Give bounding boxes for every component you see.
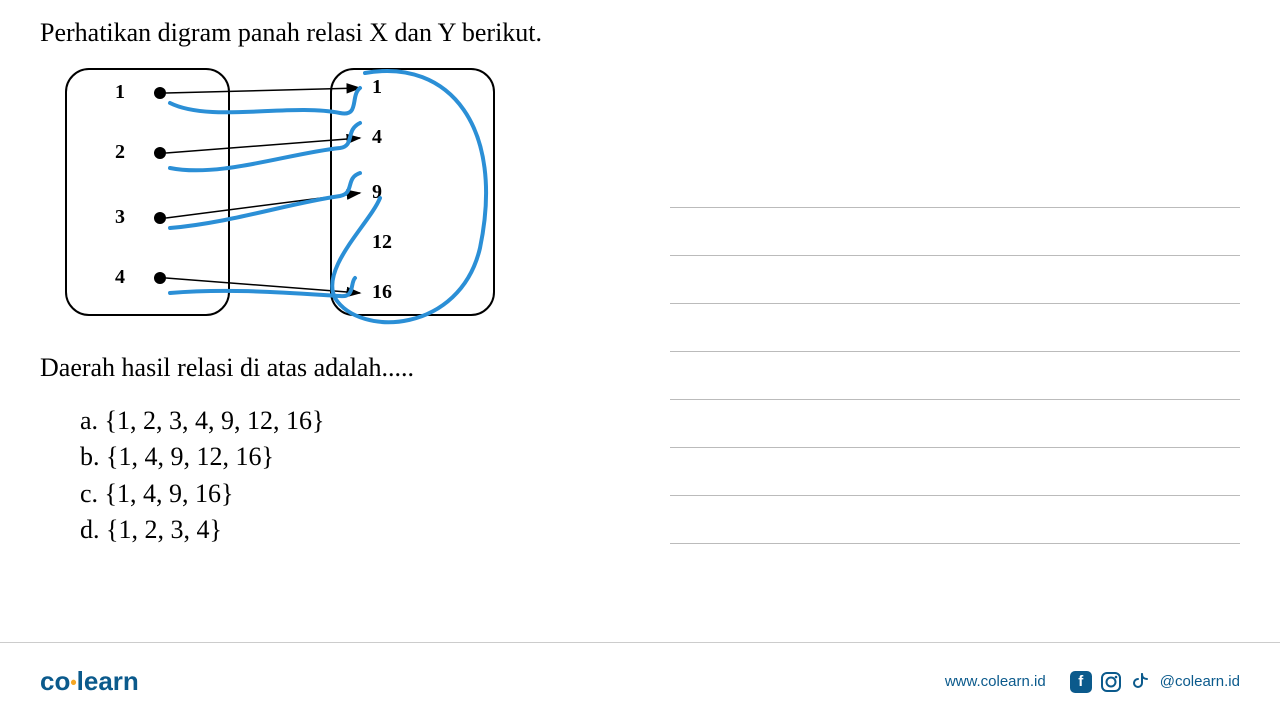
footer: co•learn www.colearn.id f @colearn.id: [0, 642, 1280, 720]
note-line: [670, 208, 1240, 256]
website-url: www.colearn.id: [945, 673, 1046, 690]
note-line: [670, 448, 1240, 496]
note-line: [670, 256, 1240, 304]
note-line: [670, 160, 1240, 208]
brand-logo: co•learn: [40, 666, 139, 697]
logo-learn-text: learn: [77, 666, 139, 696]
note-line: [670, 496, 1240, 544]
note-line: [670, 352, 1240, 400]
social-handle: @colearn.id: [1160, 673, 1240, 690]
notes-lines: [670, 160, 1240, 544]
diagram-arrows: [60, 68, 560, 328]
note-line: [670, 400, 1240, 448]
facebook-icon: f: [1070, 671, 1092, 693]
social-icons: f @colearn.id: [1070, 671, 1240, 693]
relation-diagram: 12341491216: [60, 68, 560, 328]
instagram-icon: [1100, 671, 1122, 693]
page-title: Perhatikan digram panah relasi X dan Y b…: [40, 18, 1240, 48]
tiktok-icon: [1130, 671, 1152, 693]
note-line: [670, 304, 1240, 352]
logo-co-text: co: [40, 666, 70, 696]
